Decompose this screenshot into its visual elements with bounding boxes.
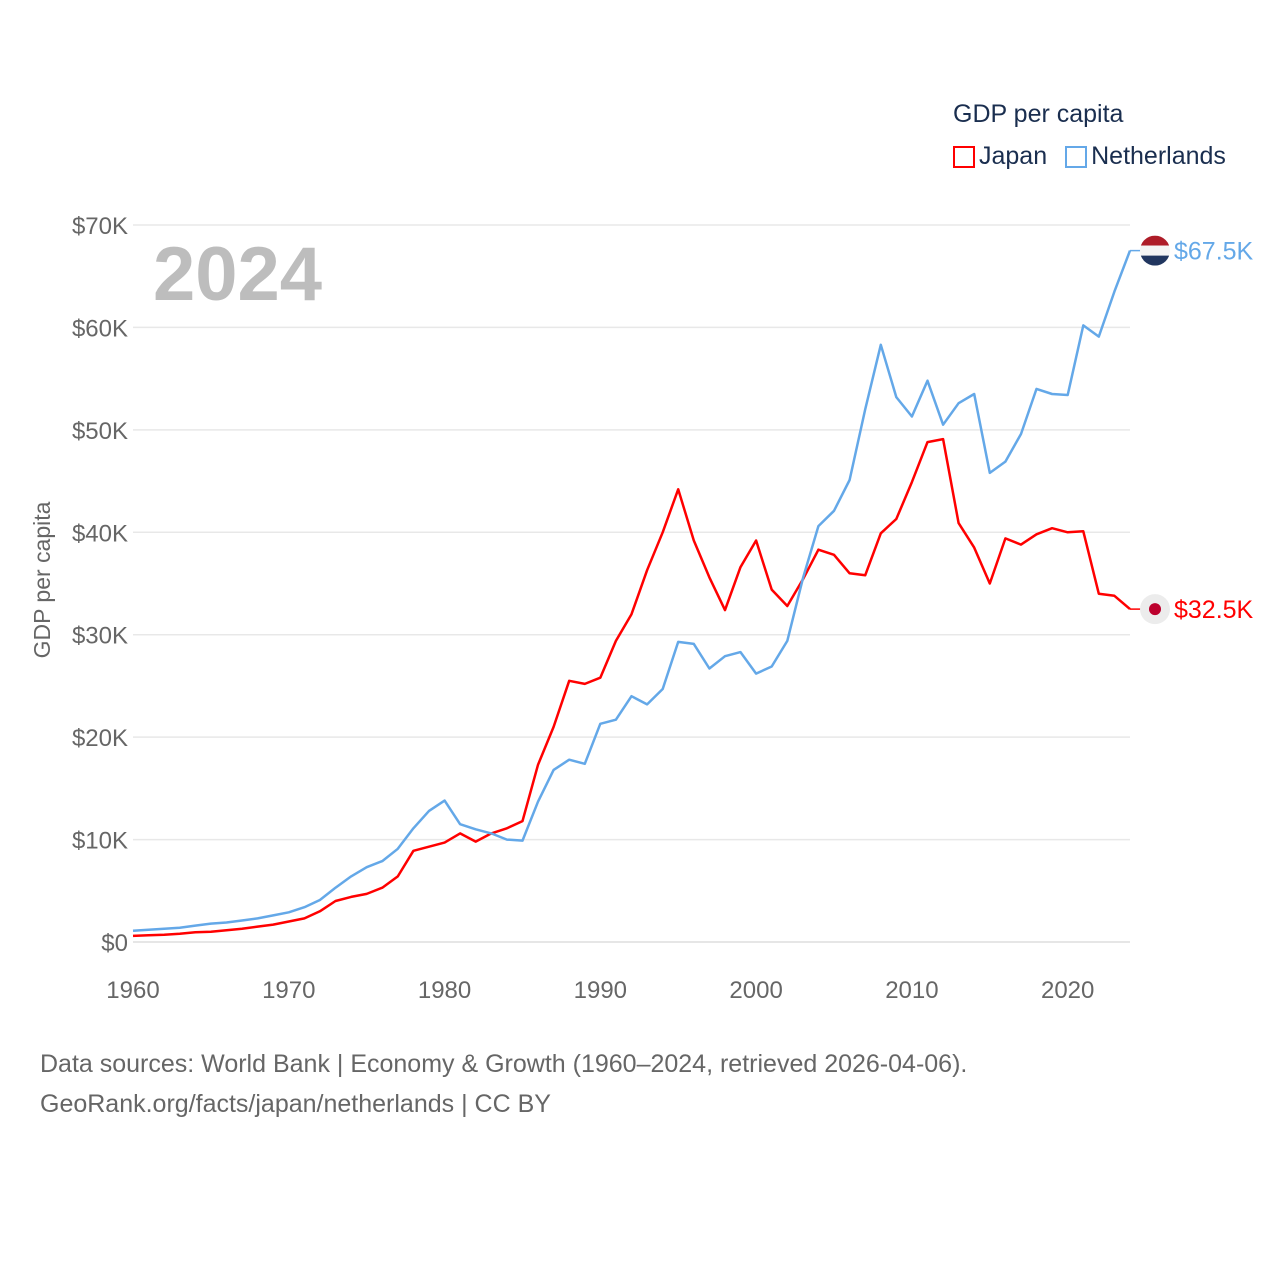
x-tick-label: 1970 [262, 977, 315, 1004]
netherlands-flag-icon [1140, 245, 1170, 256]
x-tick-label: 2020 [1041, 977, 1094, 1004]
x-tick-label: 1990 [574, 977, 627, 1004]
x-tick-label: 2000 [729, 977, 782, 1004]
legend-item-netherlands[interactable]: Netherlands [1065, 142, 1226, 171]
netherlands-flag-icon [1140, 235, 1170, 246]
footer: Data sources: World Bank | Economy & Gro… [40, 1044, 967, 1124]
y-tick-label: $0 [101, 930, 128, 957]
series-line-netherlands [132, 250, 1132, 932]
legend-item-japan[interactable]: Japan [953, 142, 1047, 171]
y-axis-label: GDP per capita [29, 501, 55, 658]
x-tick-label: 1980 [418, 977, 471, 1004]
netherlands-swatch [1065, 145, 1088, 168]
y-tick-label: $30K [72, 623, 128, 650]
y-tick-label: $10K [72, 828, 128, 855]
legend-label: Japan [979, 142, 1048, 170]
legend: Japan Netherlands [953, 142, 1244, 171]
attribution: GeoRank.org/facts/japan/netherlands | CC… [40, 1090, 551, 1118]
y-tick-label: $40K [72, 520, 128, 547]
x-tick-label: 1960 [106, 977, 159, 1004]
x-tick-label: 2010 [885, 977, 938, 1004]
series-line-japan [132, 437, 1131, 938]
end-value-label: $67.5K [1174, 238, 1254, 266]
y-tick-label: $70K [72, 213, 128, 240]
legend-title: GDP per capita [953, 100, 1124, 128]
y-tick-label: $60K [72, 315, 128, 342]
netherlands-flag-icon [1140, 255, 1170, 266]
data-sources: Data sources: World Bank | Economy & Gro… [40, 1050, 968, 1078]
y-tick-label: $50K [72, 418, 128, 445]
japan-swatch [953, 145, 975, 168]
legend-label: Netherlands [1091, 142, 1226, 170]
end-value-label: $32.5K [1174, 596, 1254, 624]
year-watermark: 2024 [153, 232, 322, 317]
y-tick-label: $20K [72, 725, 128, 752]
japan-flag-dot [1149, 603, 1161, 616]
